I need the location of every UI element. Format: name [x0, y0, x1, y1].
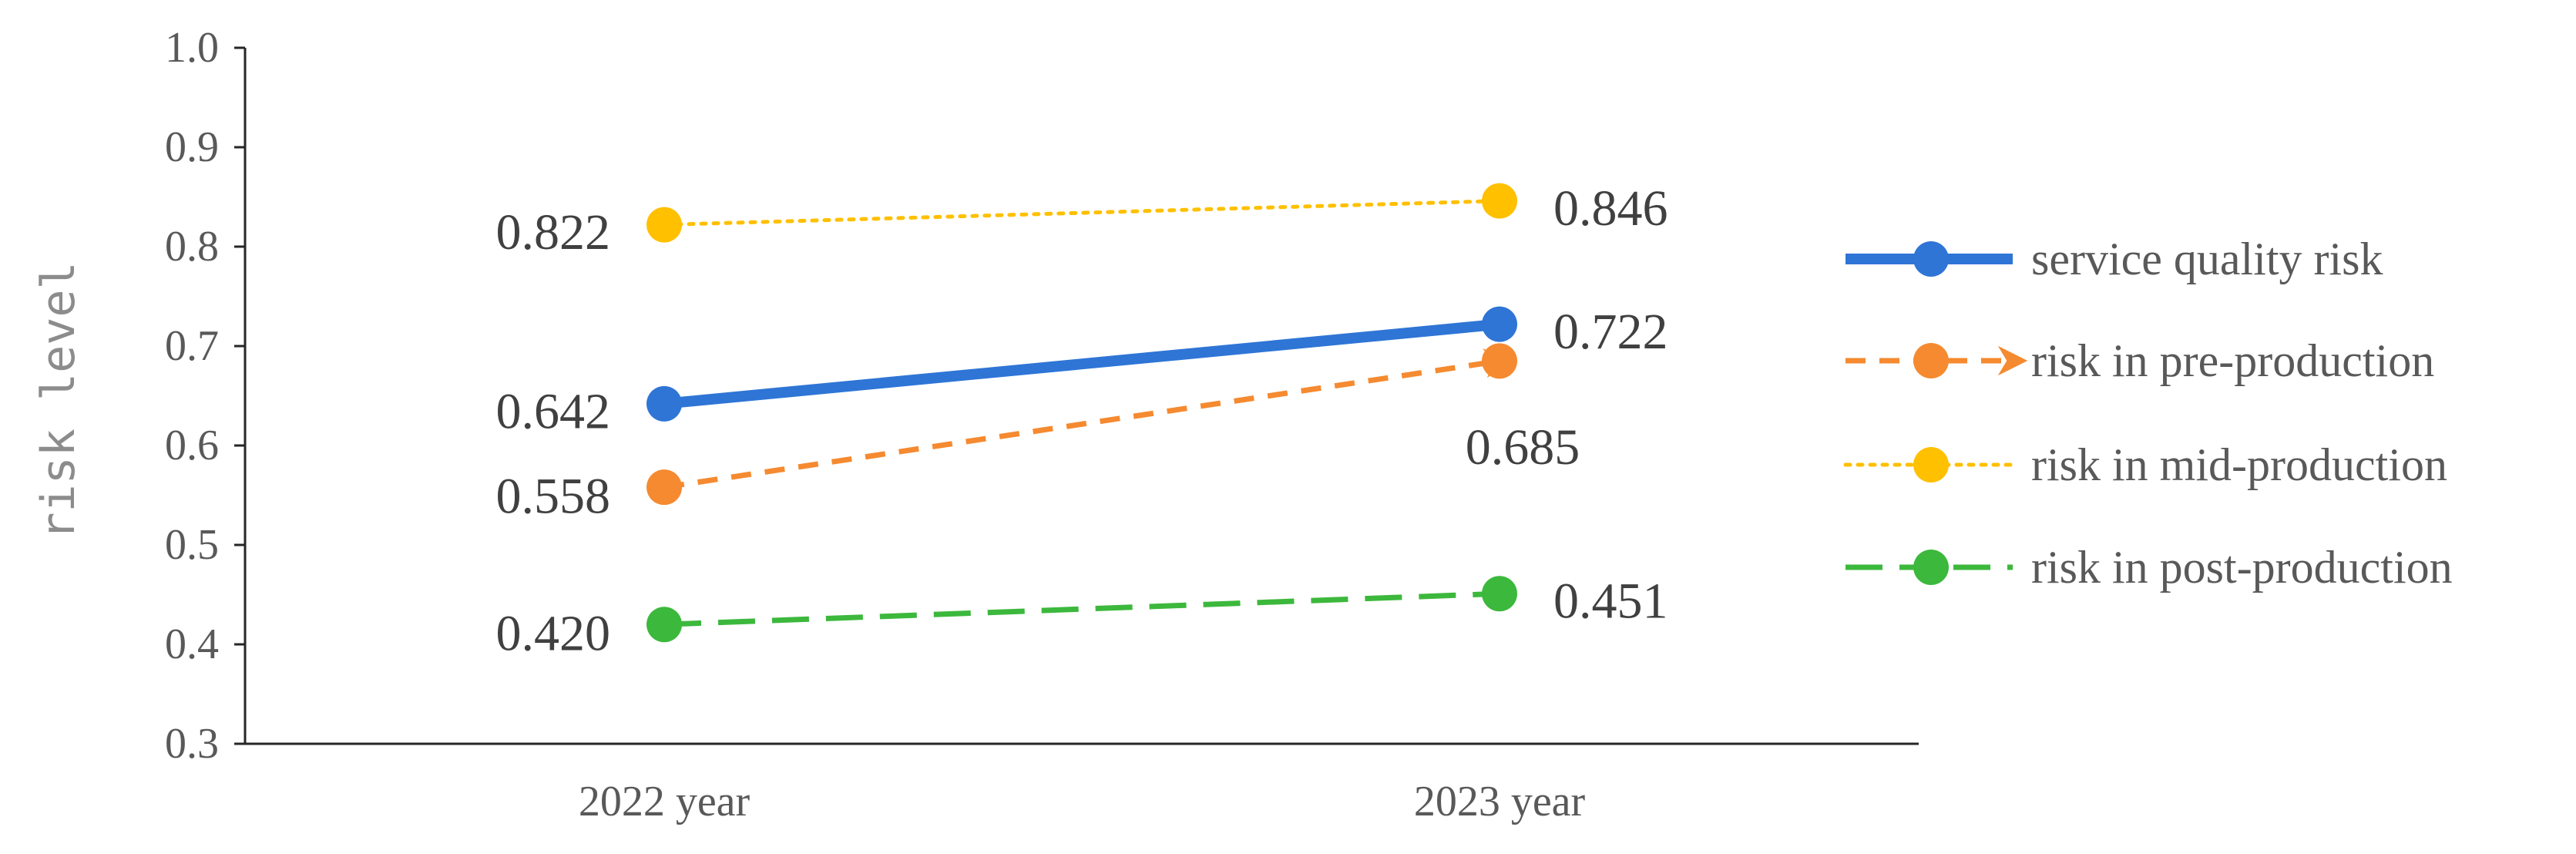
series-1-point-0: [647, 469, 682, 506]
series-line-2: [662, 199, 1502, 227]
legend-label-3: risk in post-production: [2031, 542, 2453, 593]
series-1-data-label-0: 0.558: [496, 469, 611, 525]
y-tick-label: 0.4: [165, 620, 219, 668]
series-layer: [647, 183, 1517, 643]
legend-label-1: risk in pre-production: [2031, 335, 2434, 386]
series-3-data-label-1: 0.451: [1553, 573, 1668, 630]
x-tick-label: 2023 year: [1414, 778, 1586, 825]
series-2-point-0: [647, 207, 682, 243]
y-tick-label: 0.8: [165, 223, 219, 271]
y-tick-label: 0.9: [165, 123, 219, 171]
series-3-data-label-0: 0.420: [496, 606, 611, 662]
legend-swatch-marker-0: [1913, 241, 1949, 277]
series-2-point-1: [1482, 183, 1517, 219]
series-line-0: [663, 318, 1500, 409]
legend-label-2: risk in mid-production: [2031, 439, 2447, 490]
legend-swatch-marker-2: [1913, 447, 1949, 482]
y-tick-label: 0.3: [165, 720, 219, 768]
series-line-1: [663, 348, 1515, 490]
series-0-point-1: [1482, 306, 1517, 342]
series-2-data-label-0: 0.822: [496, 204, 611, 261]
legend-swatch-marker-1: [1913, 343, 1949, 378]
series-0-data-label-0: 0.642: [496, 383, 611, 439]
series-3-point-1: [1482, 576, 1517, 612]
series-0-point-0: [647, 385, 682, 422]
y-tick-label: 0.5: [165, 521, 219, 569]
series-3-point-0: [647, 607, 682, 643]
series-line-3: [663, 590, 1500, 627]
y-tick-label: 0.7: [165, 322, 219, 370]
series-0-data-label-1: 0.722: [1553, 304, 1668, 360]
axes: 0.3 0.4 0.5 0.6 0.7 0.8 0.9 1.0 2022 year 2023 ye…: [32, 24, 1919, 825]
data-labels: 0.822 0.846 0.420 0.451 0.558 0.685 0.642 0.722: [496, 180, 1668, 662]
series-1-point-1: [1482, 343, 1517, 379]
y-tick-label: 1.0: [165, 24, 219, 72]
y-tick-label: 0.6: [165, 422, 219, 469]
y-axis-title: risk level: [32, 261, 86, 540]
series-1-data-label-1: 0.685: [1466, 419, 1580, 476]
series-2-data-label-1: 0.846: [1553, 180, 1668, 237]
legend-swatch-marker-3: [1913, 550, 1949, 585]
x-tick-label: 2022 year: [579, 778, 751, 825]
legend: service quality risk risk in pre-producti…: [1843, 234, 2453, 593]
legend-label-0: service quality risk: [2031, 234, 2383, 284]
